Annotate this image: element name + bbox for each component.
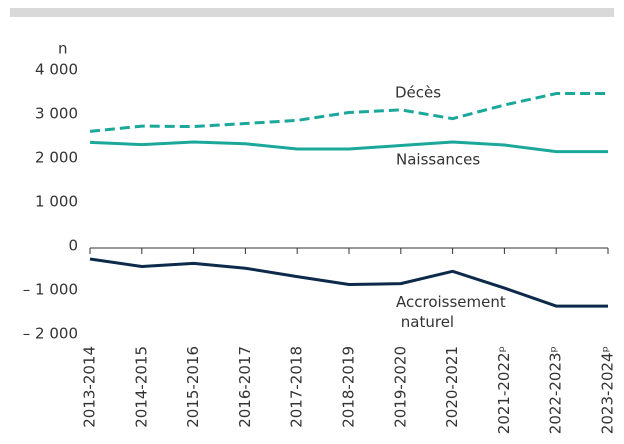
series-label: Décès [395, 84, 441, 102]
x-tick-label: 2016-2017 [236, 346, 254, 428]
y-tick-label: – 2 000 [23, 325, 78, 343]
series-line [89, 92, 608, 133]
y-tick-label: 1 000 [35, 193, 78, 211]
x-tick-label: 2023-2024ᵖ [599, 346, 617, 434]
x-tick-label: 2021-2022ᵖ [495, 346, 513, 434]
y-tick-label: 3 000 [35, 105, 78, 123]
y-tick-label: – 1 000 [23, 281, 78, 299]
y-tick-label: 2 000 [35, 149, 78, 167]
series-label: Accroissement naturel [396, 293, 506, 331]
y-tick-label: 4 000 [35, 61, 78, 79]
series-line [89, 257, 608, 308]
x-tick-label: 2022-2023ᵖ [547, 346, 565, 434]
x-tick-label: 2019-2020 [391, 346, 409, 428]
x-tick-label: 2015-2016 [184, 346, 202, 428]
x-tick-label: 2020-2021 [443, 346, 461, 428]
x-tick-label: 2018-2019 [340, 346, 358, 428]
x-tick-label: 2017-2018 [288, 346, 306, 428]
y-unit: n [58, 40, 68, 58]
x-tick-label: 2013-2014 [81, 346, 99, 428]
header-bar [10, 8, 614, 17]
x-tick-label: 2014-2015 [132, 346, 150, 428]
y-tick-label: 0 [68, 237, 78, 255]
series-label: Naissances [396, 151, 480, 169]
series-line [89, 140, 608, 154]
